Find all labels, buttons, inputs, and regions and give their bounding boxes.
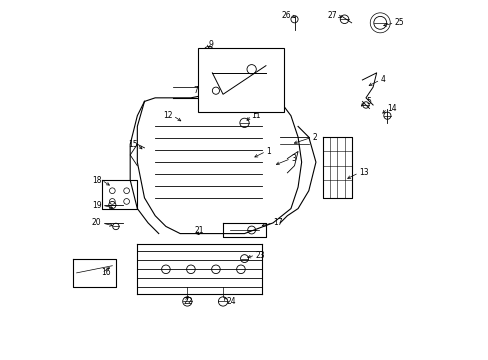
Text: 15: 15 <box>127 140 137 149</box>
Text: 1: 1 <box>265 147 270 156</box>
Text: 5: 5 <box>365 97 370 106</box>
Text: 2: 2 <box>312 132 317 141</box>
Text: 17: 17 <box>272 219 282 228</box>
Text: 8: 8 <box>262 58 266 67</box>
Text: 9: 9 <box>208 40 213 49</box>
Text: 12: 12 <box>163 111 173 120</box>
Text: 20: 20 <box>92 219 102 228</box>
Text: 16: 16 <box>102 268 111 277</box>
Text: 24: 24 <box>226 297 236 306</box>
Text: 18: 18 <box>92 176 102 185</box>
Text: 23: 23 <box>255 251 264 260</box>
Text: 21: 21 <box>194 225 203 234</box>
Text: 10: 10 <box>201 76 211 85</box>
Text: 4: 4 <box>380 76 385 85</box>
Text: 27: 27 <box>327 11 337 20</box>
FancyBboxPatch shape <box>198 48 283 112</box>
Text: 22: 22 <box>183 297 193 306</box>
Text: 13: 13 <box>358 168 367 177</box>
Text: 14: 14 <box>386 104 396 113</box>
Text: 19: 19 <box>92 201 102 210</box>
Text: 7: 7 <box>193 86 198 95</box>
Text: 6: 6 <box>262 104 266 113</box>
Text: 11: 11 <box>251 111 261 120</box>
Text: 25: 25 <box>394 18 403 27</box>
Text: 3: 3 <box>290 154 295 163</box>
Text: 26: 26 <box>281 11 290 20</box>
